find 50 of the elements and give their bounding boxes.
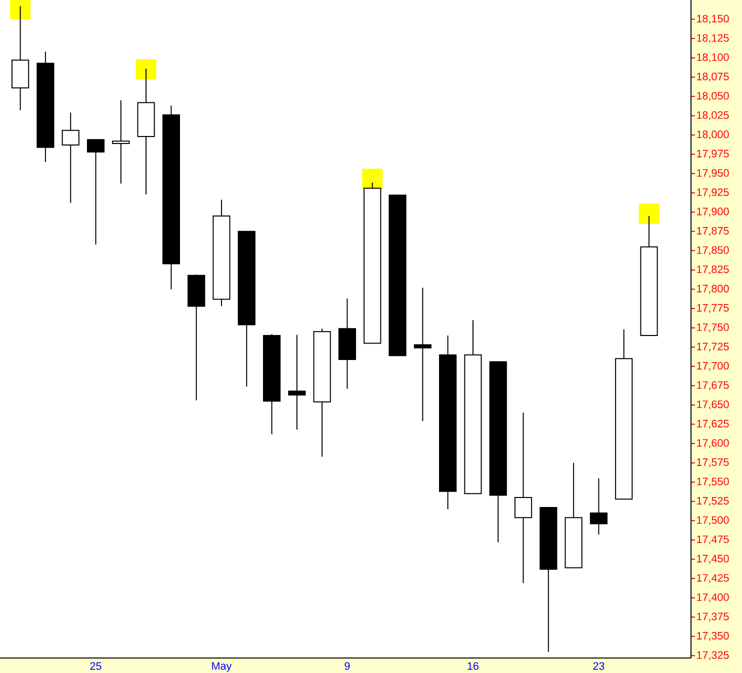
y-tick-label: 17,500: [697, 516, 729, 526]
y-tick-label: 17,525: [697, 496, 729, 506]
candlestick: [112, 100, 130, 184]
x-tick-label: 23: [593, 662, 604, 670]
point: [362, 168, 383, 190]
x-tick-label: May: [212, 662, 232, 672]
candlestick: [590, 478, 608, 536]
y-tick-label: 17,825: [697, 266, 729, 274]
point: [136, 59, 156, 80]
candlestick: [414, 287, 432, 422]
x-tick-label: 9: [344, 662, 350, 670]
y-tick-label: 18,050: [697, 92, 729, 101]
y-tick-label: 17,350: [697, 632, 729, 641]
y-tick-label: 17,975: [697, 150, 729, 159]
y-tick-label: 17,575: [697, 458, 729, 468]
y-tick-label: 17,550: [697, 478, 729, 487]
y-tick-label: 18,075: [697, 72, 729, 82]
y-tick-label: 17,650: [697, 400, 729, 410]
y-tick-label: 17,475: [697, 536, 729, 544]
y-tick-label: 18,150: [697, 14, 729, 24]
y-tick-label: 18,125: [697, 34, 729, 44]
y-tick-label: 18,025: [697, 111, 729, 120]
x-tick-label: 16: [468, 662, 479, 670]
y-tick-label: 17,600: [697, 439, 729, 448]
y-tick-label: 17,925: [697, 188, 729, 198]
y-tick-label: 17,400: [697, 593, 729, 602]
point: [10, 0, 31, 20]
y-tick-label: 17,325: [697, 651, 729, 660]
y-tick-label: 17,750: [697, 323, 729, 332]
y-tick-label: 18,100: [697, 53, 729, 62]
x-tick-label: 25: [90, 662, 102, 670]
candlestick: [86, 139, 105, 246]
y-tick-label: 17,450: [697, 554, 729, 564]
y-tick-label: 17,625: [697, 420, 729, 429]
y-tick-label: 17,775: [697, 304, 729, 313]
y-tick-label: 17,875: [697, 226, 729, 236]
candlestick: [62, 112, 80, 204]
y-tick-label: 17,950: [697, 169, 729, 178]
y-tick-label: 17,800: [697, 284, 729, 294]
y-tick-label: 17,425: [697, 574, 729, 583]
y-tick-label: 17,725: [697, 342, 729, 352]
y-tick-label: 17,900: [697, 208, 729, 217]
y-tick-label: 17,675: [697, 381, 729, 390]
point: [638, 203, 660, 224]
y-tick-label: 17,375: [697, 612, 729, 622]
y-tick-label: 17,700: [697, 362, 729, 371]
candlestick: [288, 334, 306, 430]
candlestick: [514, 412, 532, 584]
y-tick-label: 17,850: [697, 246, 729, 256]
y-tick-label: 18,000: [697, 130, 729, 140]
